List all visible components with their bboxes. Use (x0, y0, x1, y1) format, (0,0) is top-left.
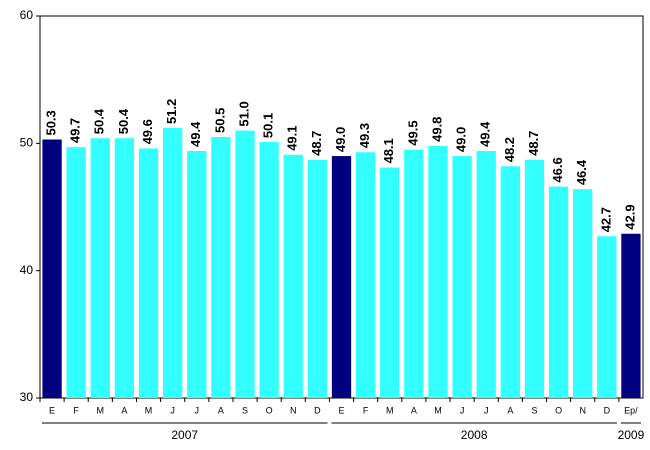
value-label: 48.7 (526, 131, 541, 156)
value-label: 42.7 (598, 207, 613, 232)
value-label: 46.4 (574, 159, 589, 185)
bar (66, 147, 86, 398)
x-tick-label: J (170, 405, 175, 415)
bar (42, 139, 62, 398)
value-label: 51.2 (164, 99, 179, 124)
x-tick-label: M (386, 405, 394, 415)
value-label: 48.7 (309, 131, 324, 156)
bar (573, 189, 593, 398)
bar (548, 186, 569, 398)
value-label: 49.1 (285, 125, 300, 150)
value-label: 49.5 (405, 120, 420, 145)
value-label: 50.1 (261, 113, 276, 138)
x-tick-label: A (411, 405, 417, 415)
bar (597, 236, 617, 398)
bar (404, 149, 424, 398)
bar (380, 167, 400, 398)
x-tick-label: M (145, 405, 153, 415)
bar (428, 145, 448, 398)
x-tick-label: S (531, 405, 537, 415)
y-tick-label: 40 (20, 263, 34, 277)
value-label: 42.9 (622, 204, 637, 229)
x-tick-label: O (266, 405, 273, 415)
group-label: 2008 (461, 428, 488, 442)
value-label: 49.4 (188, 121, 203, 147)
value-label: 49.7 (68, 118, 83, 143)
x-tick-label: N (290, 405, 297, 415)
y-tick-label: 50 (20, 136, 34, 150)
x-tick-label: N (579, 405, 586, 415)
value-label: 46.6 (550, 157, 565, 182)
x-tick-label: Ep/ (624, 405, 638, 415)
bar (163, 128, 183, 398)
y-tick-label: 60 (20, 8, 34, 22)
bar (331, 156, 352, 398)
value-label: 48.1 (381, 138, 396, 163)
value-label: 48.2 (502, 137, 517, 162)
x-tick-label: M (434, 405, 442, 415)
x-tick-label: D (604, 405, 611, 415)
x-tick-label: A (218, 405, 224, 415)
bar (621, 233, 641, 398)
bar (307, 159, 328, 398)
bar (355, 152, 376, 398)
x-tick-label: A (507, 405, 513, 415)
value-label: 49.4 (478, 121, 493, 147)
x-tick-label: E (49, 405, 55, 415)
bar (524, 159, 545, 398)
value-label: 49.0 (454, 127, 469, 152)
bar (114, 138, 135, 399)
x-tick-label: F (73, 405, 79, 415)
x-tick-label: M (97, 405, 105, 415)
value-label: 49.6 (140, 119, 155, 144)
value-label: 49.3 (357, 123, 372, 148)
x-tick-label: J (460, 405, 465, 415)
bar (283, 154, 303, 398)
value-label: 51.0 (236, 101, 251, 126)
bar (211, 136, 231, 398)
bar (138, 148, 159, 398)
x-tick-label: E (338, 405, 344, 415)
y-tick-label: 30 (20, 390, 34, 404)
x-tick-label: O (555, 405, 562, 415)
x-tick-label: S (242, 405, 248, 415)
x-tick-label: A (121, 405, 127, 415)
x-tick-label: J (195, 405, 200, 415)
bar (259, 142, 279, 398)
bar (90, 138, 110, 399)
value-label: 49.0 (333, 127, 348, 152)
bar (476, 150, 496, 398)
bar (235, 130, 255, 398)
bar (500, 166, 520, 398)
value-label: 50.4 (92, 108, 107, 134)
group-label: 2009 (618, 428, 645, 442)
value-label: 50.3 (43, 110, 58, 135)
value-label: 49.8 (429, 117, 444, 142)
bar (452, 156, 472, 398)
x-tick-label: J (484, 405, 489, 415)
value-label: 50.4 (116, 108, 131, 134)
bar (187, 150, 207, 398)
value-label: 50.5 (212, 108, 227, 133)
x-tick-label: D (314, 405, 321, 415)
x-tick-label: F (363, 405, 369, 415)
group-label: 2007 (171, 428, 198, 442)
